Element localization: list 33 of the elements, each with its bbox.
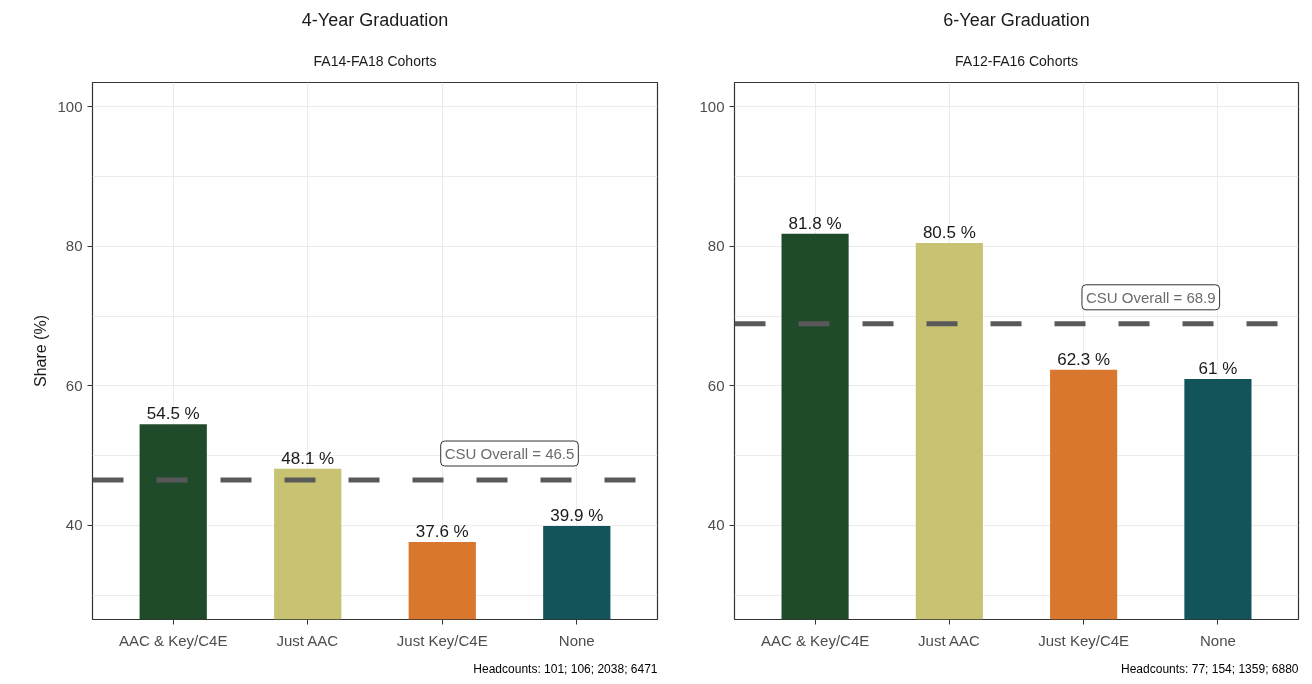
y-tick-label: 100 [699,97,725,115]
data-label: 80.5 % [922,222,976,242]
data-label: 37.6 % [415,522,469,542]
x-tick-label: Just Key/C4E [396,631,488,649]
data-label: 61 % [1198,358,1238,378]
x-tick-label: Just AAC [918,631,980,649]
x-tick-label: None [1200,631,1236,649]
y-tick-label: 80 [65,237,83,255]
y-tick-label: 40 [707,516,725,534]
chart-title: 6-Year Graduation [943,9,1090,30]
x-tick-label: AAC & Key/C4E [119,631,228,649]
x-tick-label: None [558,631,595,649]
y-tick-label: 60 [707,376,725,394]
data-label: 54.5 % [146,404,200,424]
y-tick-label: 40 [65,516,83,534]
data-label: 81.8 % [788,213,842,233]
text: Headcounts: 77; 154; 1359; 6880 [1121,662,1299,676]
y-tick-label: 80 [707,237,725,255]
y-tick-label: 100 [57,97,83,115]
x-tick-label: Just AAC [276,631,339,649]
y-axis-title: Share (%) [32,314,50,388]
ref-line-label: CSU Overall = 68.9 [1085,288,1216,306]
text: Headcounts: 101; 106; 2038; 6471 [473,662,658,676]
chart-subtitle: FA12-FA16 Cohorts [955,52,1078,69]
chart-title: 4-Year Graduation [301,9,449,30]
x-tick-label: AAC & Key/C4E [760,631,870,649]
data-label: 48.1 % [281,448,335,468]
ref-line-label: CSU Overall = 46.5 [444,445,575,463]
data-label: 39.9 % [550,506,604,526]
data-label: 62.3 % [1057,349,1111,369]
y-tick-label: 60 [65,376,83,394]
chart-subtitle: FA14-FA18 Cohorts [313,52,437,69]
x-tick-label: Just Key/C4E [1038,631,1130,649]
